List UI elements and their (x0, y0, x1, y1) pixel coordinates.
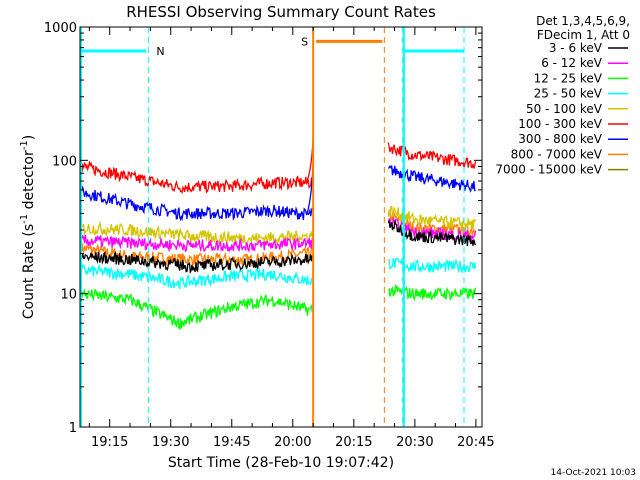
legend-label: 800 - 7000 keV (511, 147, 603, 161)
footer-date: 14-Oct-2021 10:03 (551, 468, 636, 478)
x-tick-label: 20:15 (335, 435, 372, 450)
x-tick-label: 19:45 (213, 435, 250, 450)
legend-label: 12 - 25 keV (534, 71, 603, 85)
series-line (80, 234, 313, 253)
y-tick-label: 1000 (44, 21, 77, 36)
series-line (80, 220, 313, 246)
y-tick-label: 1 (69, 421, 77, 436)
legend-label: 3 - 6 keV (549, 41, 603, 55)
legend-label: 7000 - 15000 keV (495, 163, 602, 177)
legend: Det 1,3,4,5,6,9, FDecim 1, Att 0 3 - 6 k… (495, 14, 630, 177)
legend-label: 50 - 100 keV (526, 102, 603, 116)
legend-label: 300 - 800 keV (518, 132, 602, 146)
series-line (80, 288, 313, 330)
x-tick-label: 20:45 (457, 435, 494, 450)
series-line (387, 284, 477, 302)
series-line (80, 184, 313, 222)
series-line (387, 142, 477, 169)
y-axis-label-part: Count Rate (s (21, 224, 37, 319)
plot-series (80, 134, 477, 330)
plot-frame (79, 26, 483, 428)
interval-label: S (301, 35, 308, 48)
y-axis-label: Count Rate (s-1 detector-1) (19, 135, 37, 319)
series-line (387, 165, 476, 193)
y-axis-label-superscript: -1 (19, 214, 30, 224)
x-axis: 19:15 19:30 19:45 20:00 20:15 20:30 20:45 (88, 27, 495, 450)
x-tick-label: 20:00 (274, 435, 311, 450)
y-axis-label-part: ) (21, 135, 37, 140)
chart-title: RHESSI Observing Summary Count Rates (126, 3, 436, 21)
legend-header-line: Det 1,3,4,5,6,9, (536, 14, 630, 28)
interval-label: N (156, 45, 164, 58)
series-line (80, 160, 313, 195)
y-tick-label: 100 (52, 154, 77, 169)
x-tick-label: 19:15 (91, 435, 128, 450)
plot-overlays: NS (80, 27, 465, 427)
legend-header-line: FDecim 1, Att 0 (537, 28, 630, 42)
series-line (80, 251, 313, 274)
x-axis-label: Start Time (28-Feb-10 19:07:42) (168, 455, 394, 471)
y-axis-label-part: detector (21, 150, 37, 214)
legend-label: 25 - 50 keV (534, 87, 603, 101)
series-line (388, 257, 477, 274)
series-line (80, 263, 313, 290)
y-tick-label: 10 (60, 288, 77, 303)
legend-label: 6 - 12 keV (541, 56, 603, 70)
y-axis-label-superscript: -1 (19, 140, 30, 150)
x-tick-label: 19:30 (152, 435, 189, 450)
x-tick-label: 20:30 (396, 435, 433, 450)
legend-label: 100 - 300 keV (518, 117, 602, 131)
y-axis: 1 10 100 1000 (44, 21, 482, 436)
